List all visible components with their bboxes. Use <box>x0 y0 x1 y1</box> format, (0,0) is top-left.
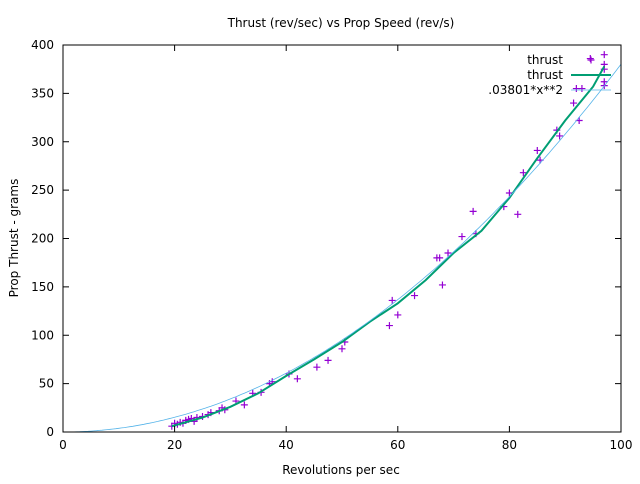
legend-label: .03801*x**2 <box>488 83 563 97</box>
data-point <box>469 207 477 215</box>
y-tick-label: 300 <box>31 135 54 149</box>
y-tick-label: 400 <box>31 38 54 52</box>
y-tick-label: 150 <box>31 280 54 294</box>
data-point <box>338 345 346 353</box>
x-tick-label: 60 <box>390 438 405 452</box>
data-point <box>293 375 301 383</box>
data-point <box>514 210 522 218</box>
data-point <box>444 249 452 257</box>
data-point <box>388 296 396 304</box>
data-point <box>519 169 527 177</box>
data-point <box>458 233 466 241</box>
data-point <box>313 363 321 371</box>
x-tick-label: 80 <box>502 438 517 452</box>
legend-label: thrust <box>527 68 563 82</box>
axes: 0 20 40 60 80 100 0 50 100 150 200 250 300 350 400 <box>31 38 632 452</box>
y-tick-label: 50 <box>39 377 54 391</box>
y-tick-label: 350 <box>31 86 54 100</box>
chart-title: Thrust (rev/sec) vs Prop Speed (rev/s) <box>227 16 455 30</box>
data-point <box>324 356 332 364</box>
legend-label: thrust <box>527 53 563 67</box>
data-point <box>600 51 608 59</box>
x-tick-label: 20 <box>167 438 182 452</box>
data-point <box>436 254 444 262</box>
y-axis-label: Prop Thrust - grams <box>7 179 21 298</box>
data-point <box>533 146 541 154</box>
data-point <box>438 281 446 289</box>
data-point <box>586 55 594 63</box>
data-point <box>578 85 586 93</box>
plot-area <box>63 51 622 433</box>
data-point <box>556 132 564 140</box>
x-axis-label: Revolutions per sec <box>282 463 400 477</box>
data-point <box>411 292 419 300</box>
y-tick-label: 200 <box>31 232 54 246</box>
y-tick-label: 250 <box>31 183 54 197</box>
plot-border <box>62 44 622 433</box>
fit-curve <box>63 64 622 433</box>
legend-marker <box>587 56 595 64</box>
data-point <box>570 99 578 107</box>
x-tick-label: 0 <box>59 438 67 452</box>
y-tick-label: 0 <box>46 425 54 439</box>
series-line <box>171 65 606 428</box>
data-point <box>394 311 402 319</box>
y-tick-label: 100 <box>31 328 54 342</box>
x-tick-label: 40 <box>279 438 294 452</box>
x-tick-label: 100 <box>610 438 633 452</box>
data-point <box>385 322 393 330</box>
data-point <box>240 401 248 409</box>
